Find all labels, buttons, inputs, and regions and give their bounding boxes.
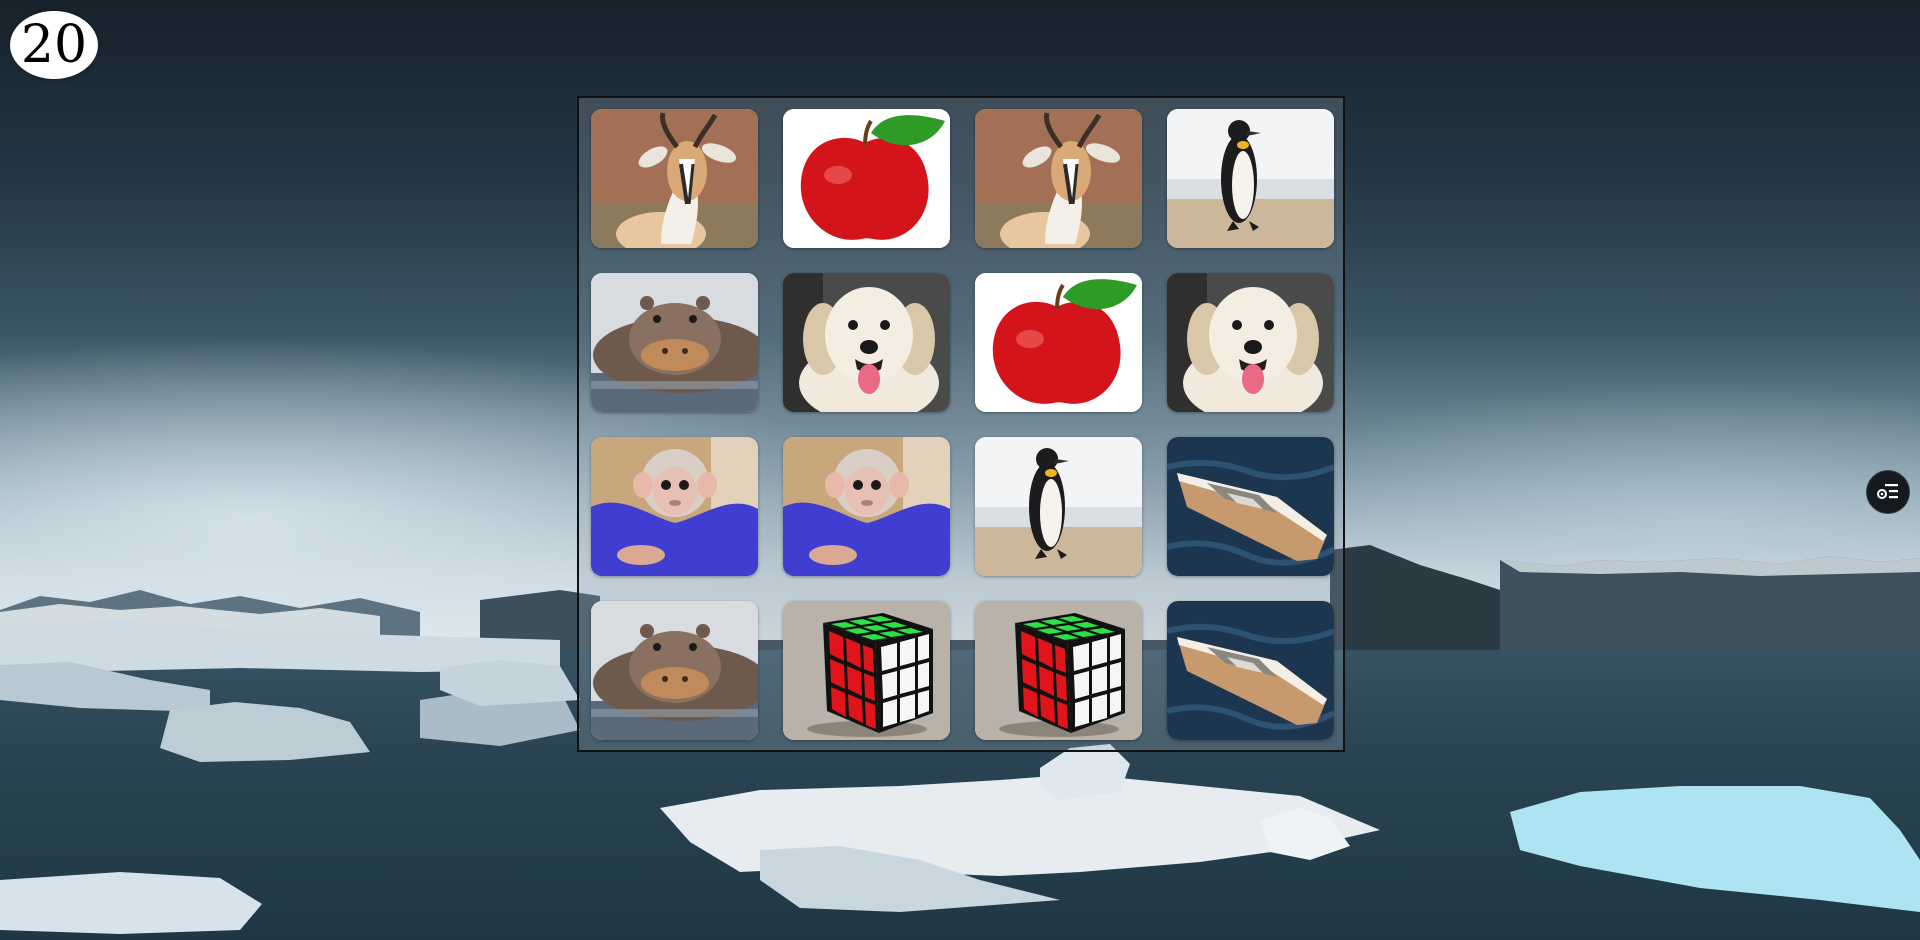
memory-board — [577, 96, 1345, 752]
card-apple[interactable] — [975, 273, 1142, 412]
card-hippo[interactable] — [591, 601, 758, 740]
rubiks-cube-icon — [783, 601, 950, 740]
card-penguin[interactable] — [1167, 109, 1334, 248]
card-rubiks-cube[interactable] — [975, 601, 1142, 740]
card-dog[interactable] — [783, 273, 950, 412]
options-menu-button[interactable] — [1866, 470, 1910, 514]
card-grid — [591, 109, 1334, 740]
monkey-icon — [591, 437, 758, 576]
penguin-icon — [975, 437, 1142, 576]
gazelle-icon — [975, 109, 1142, 248]
card-gazelle[interactable] — [975, 109, 1142, 248]
hippo-icon — [591, 273, 758, 412]
dog-icon — [783, 273, 950, 412]
hippo-icon — [591, 601, 758, 740]
apple-icon — [975, 273, 1142, 412]
apple-icon — [783, 109, 950, 248]
rubiks-cube-icon — [975, 601, 1142, 740]
score-counter: 20 — [10, 11, 98, 79]
card-gazelle[interactable] — [591, 109, 758, 248]
card-dog[interactable] — [1167, 273, 1334, 412]
card-apple[interactable] — [783, 109, 950, 248]
card-monkey[interactable] — [783, 437, 950, 576]
card-rubiks-cube[interactable] — [783, 601, 950, 740]
card-boat[interactable] — [1167, 437, 1334, 576]
monkey-icon — [783, 437, 950, 576]
card-boat[interactable] — [1167, 601, 1334, 740]
sky — [0, 0, 1920, 640]
penguin-icon — [1167, 109, 1334, 248]
card-penguin[interactable] — [975, 437, 1142, 576]
dog-icon — [1167, 273, 1334, 412]
boat-icon — [1167, 437, 1334, 576]
card-monkey[interactable] — [591, 437, 758, 576]
boat-icon — [1167, 601, 1334, 740]
card-hippo[interactable] — [591, 273, 758, 412]
list-settings-icon — [1877, 484, 1898, 499]
gazelle-icon — [591, 109, 758, 248]
